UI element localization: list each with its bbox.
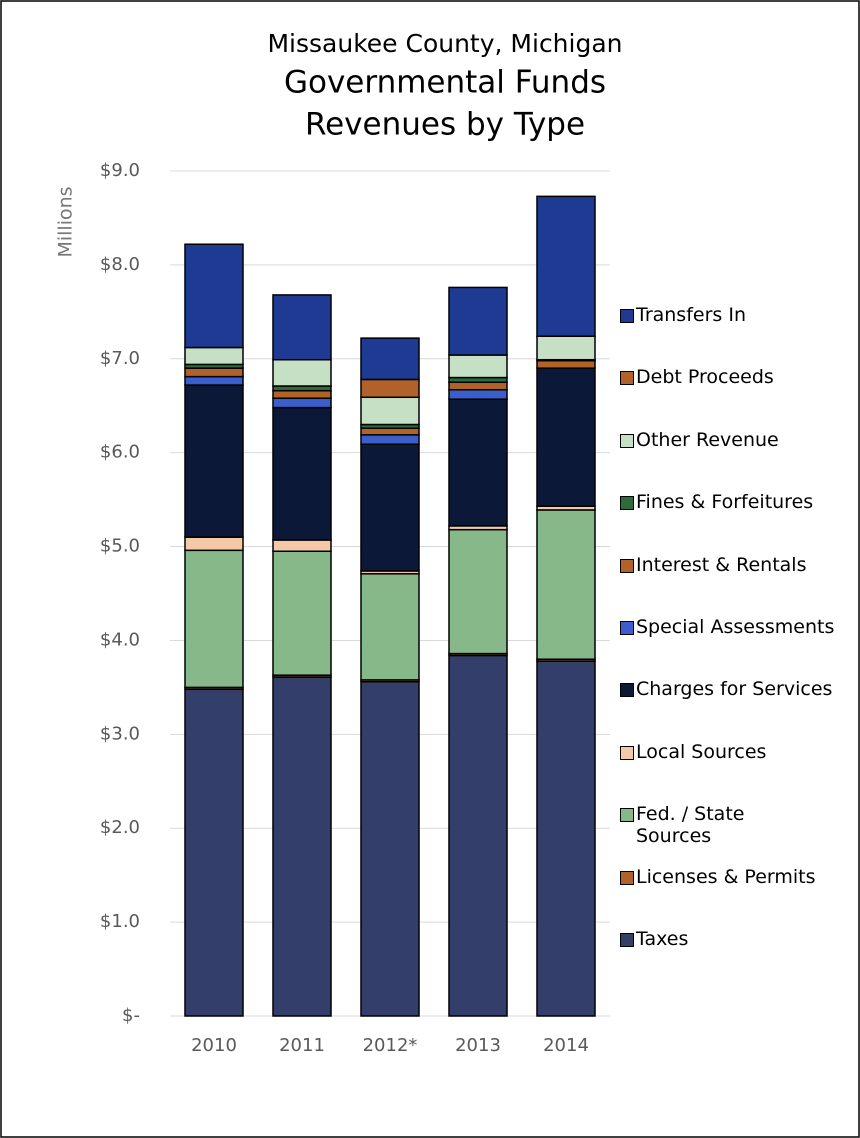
bar-segment [360,434,420,445]
bar-segment [536,195,596,337]
legend-item: Fines & Forfeitures [620,491,860,513]
chart-title: Missaukee County, Michigan [267,29,622,58]
bar-segment [272,406,332,541]
x-tick-label: 2012* [363,1035,418,1056]
legend-item: Local Sources [620,741,860,763]
bar-segment [272,389,332,399]
legend-swatch [620,496,634,511]
legend-label: Transfers In [636,304,746,326]
y-tick-label: $2.0 [100,817,140,838]
chart-title: Revenues by Type [305,107,585,143]
bar-segment [448,528,508,655]
bar-segment [272,539,332,553]
legend-swatch [620,558,634,573]
bar-segment [448,654,508,1017]
x-tick-label: 2011 [279,1035,325,1056]
legend-item: Transfers In [620,304,860,326]
legend-item: Fed. / State Sources [620,803,860,847]
y-tick-label: $5.0 [100,536,140,557]
bar-segment [184,243,244,349]
bar-segment [448,354,508,379]
bar-segment [360,681,420,1017]
bar-segment [536,367,596,507]
bar-segment [536,660,596,1017]
legend-swatch [620,870,634,885]
y-tick-label: $1.0 [100,911,140,932]
legend-swatch [620,808,634,823]
legend-swatch [620,371,634,386]
bar-segment [184,346,244,366]
legend-item: Charges for Services [620,678,860,700]
bar-segment [184,367,244,378]
legend-label: Fed. / State Sources [636,803,745,848]
bar-segment [272,676,332,1017]
legend-item: Licenses & Permits [620,866,860,888]
legend-item: Special Assessments [620,616,860,638]
x-tick-label: 2014 [543,1035,589,1056]
legend-swatch [620,433,634,448]
legend-swatch [620,309,634,323]
bar-segment [360,443,420,572]
legend-item: Interest & Rentals [620,554,860,576]
bar-segment [448,381,508,391]
bar-segment [272,358,332,387]
bar-segment [360,427,420,436]
bar-segment [184,688,244,1017]
bar-segment [360,573,420,681]
bar-segment [536,359,596,369]
bar-segment [272,550,332,676]
legend-label: Charges for Services [636,678,833,701]
bar-segment [360,337,420,381]
bar-segment [184,375,244,386]
legend-swatch [620,933,634,947]
legend-item: Other Revenue [620,429,860,451]
legend-label: Local Sources [636,740,767,763]
y-tick-label: $4.0 [100,629,140,650]
legend-label: Fines & Forfeitures [636,491,814,514]
x-tick-label: 2010 [191,1035,237,1056]
legend-swatch [620,683,634,698]
bar-segment [448,389,508,400]
legend-label: Licenses & Permits [636,865,816,888]
legend-swatch [620,621,634,635]
bar-segment [184,536,244,552]
chart-title: Governmental Funds [284,65,606,101]
y-axis-label: Millions [55,186,77,257]
legend-label: Taxes [636,928,689,950]
x-tick-label: 2013 [455,1035,501,1056]
y-tick-label: $8.0 [100,254,140,275]
bar-segment [360,378,420,399]
y-tick-label: $7.0 [100,348,140,369]
bar-segment [536,509,596,660]
y-tick-label: $9.0 [100,160,140,181]
y-tick-label: $- [122,1005,140,1026]
legend-label: Other Revenue [636,428,779,451]
legend-item: Taxes [620,928,860,950]
legend-item: Debt Proceeds [620,366,860,388]
legend-label: Debt Proceeds [636,366,774,389]
bar-segment [360,396,420,426]
y-tick-label: $3.0 [100,723,140,744]
bar-segment [448,398,508,527]
bar-segment [448,286,508,356]
legend-swatch [620,745,634,760]
legend-label: Interest & Rentals [636,553,807,576]
legend-label: Special Assessments [636,616,835,638]
bar-segment [272,397,332,409]
y-tick-label: $6.0 [100,442,140,463]
bar-segment [536,335,596,361]
bar-segment [184,384,244,538]
bar-segment [272,294,332,361]
bar-segment [184,549,244,689]
